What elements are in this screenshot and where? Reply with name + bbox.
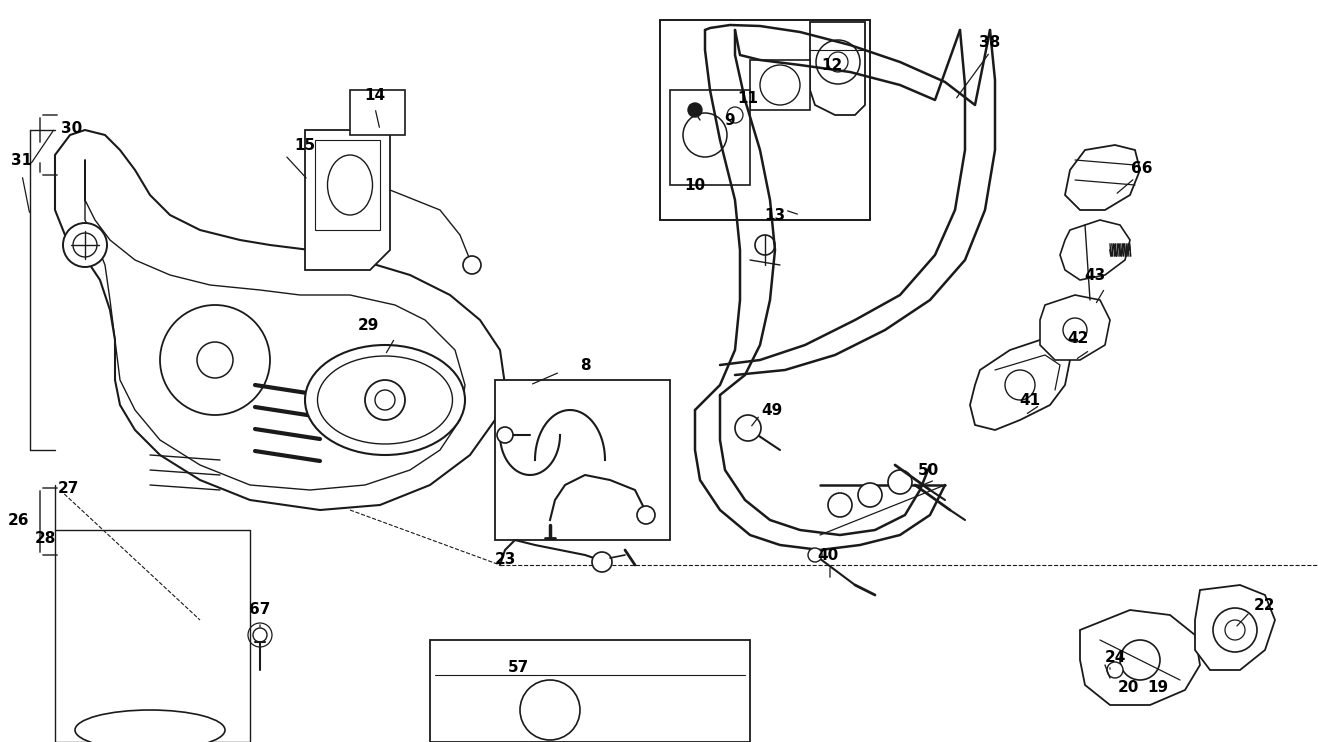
- Text: 50: 50: [917, 462, 938, 478]
- Text: 15: 15: [294, 137, 315, 153]
- Circle shape: [521, 680, 580, 740]
- Circle shape: [683, 113, 728, 157]
- Circle shape: [1107, 662, 1123, 678]
- Circle shape: [735, 415, 760, 441]
- Text: 10: 10: [684, 177, 705, 192]
- Text: 12: 12: [821, 57, 842, 73]
- Polygon shape: [351, 90, 405, 135]
- Polygon shape: [1079, 610, 1199, 705]
- Circle shape: [637, 506, 655, 524]
- Ellipse shape: [327, 155, 373, 215]
- Text: 27: 27: [57, 481, 79, 496]
- Polygon shape: [315, 140, 380, 230]
- Circle shape: [1064, 318, 1087, 342]
- Polygon shape: [496, 380, 670, 540]
- Circle shape: [1224, 620, 1246, 640]
- Circle shape: [728, 107, 743, 123]
- Text: 66: 66: [1131, 160, 1153, 176]
- Circle shape: [888, 470, 912, 494]
- Circle shape: [497, 427, 513, 443]
- Text: 20: 20: [1118, 680, 1139, 695]
- Circle shape: [828, 52, 847, 72]
- Text: 43: 43: [1085, 268, 1106, 283]
- Polygon shape: [1065, 145, 1140, 210]
- Text: 42: 42: [1068, 330, 1089, 346]
- Circle shape: [253, 628, 268, 642]
- Circle shape: [63, 223, 107, 267]
- Ellipse shape: [318, 356, 452, 444]
- Polygon shape: [1040, 295, 1110, 360]
- Circle shape: [858, 483, 882, 507]
- Circle shape: [688, 103, 702, 117]
- Circle shape: [755, 235, 775, 255]
- Polygon shape: [970, 340, 1070, 430]
- Circle shape: [196, 342, 233, 378]
- Polygon shape: [811, 22, 865, 115]
- Text: 11: 11: [738, 91, 758, 105]
- Text: 24: 24: [1104, 651, 1126, 666]
- Text: 22: 22: [1255, 597, 1276, 612]
- Ellipse shape: [304, 345, 465, 455]
- Text: 23: 23: [494, 553, 515, 568]
- Circle shape: [376, 390, 395, 410]
- Ellipse shape: [75, 710, 225, 742]
- Text: 49: 49: [762, 402, 783, 418]
- Polygon shape: [430, 640, 750, 742]
- Circle shape: [72, 233, 98, 257]
- Circle shape: [808, 548, 822, 562]
- Text: 38: 38: [979, 34, 1000, 50]
- Polygon shape: [55, 130, 505, 510]
- Text: 14: 14: [365, 88, 386, 102]
- Text: 8: 8: [580, 358, 590, 372]
- Polygon shape: [670, 90, 750, 185]
- Text: 67: 67: [249, 603, 270, 617]
- Text: 31: 31: [12, 153, 33, 168]
- Text: 29: 29: [357, 318, 378, 332]
- Circle shape: [365, 380, 405, 420]
- Text: 13: 13: [764, 208, 786, 223]
- Polygon shape: [1195, 585, 1275, 670]
- Text: 9: 9: [725, 113, 735, 128]
- Circle shape: [1006, 370, 1035, 400]
- Text: 30: 30: [62, 120, 83, 136]
- Circle shape: [760, 65, 800, 105]
- Text: 19: 19: [1148, 680, 1169, 695]
- Polygon shape: [660, 20, 870, 220]
- Text: 26: 26: [8, 513, 29, 528]
- Circle shape: [828, 493, 851, 517]
- Polygon shape: [304, 130, 390, 270]
- Circle shape: [592, 552, 612, 572]
- Circle shape: [159, 305, 270, 415]
- Circle shape: [1120, 640, 1160, 680]
- Text: 28: 28: [34, 531, 55, 545]
- Polygon shape: [750, 60, 811, 110]
- Text: 41: 41: [1019, 393, 1041, 407]
- Polygon shape: [1060, 220, 1130, 280]
- Circle shape: [816, 40, 861, 84]
- Circle shape: [463, 256, 481, 274]
- Text: 57: 57: [507, 660, 529, 675]
- Circle shape: [1213, 608, 1257, 652]
- Text: 40: 40: [817, 548, 838, 562]
